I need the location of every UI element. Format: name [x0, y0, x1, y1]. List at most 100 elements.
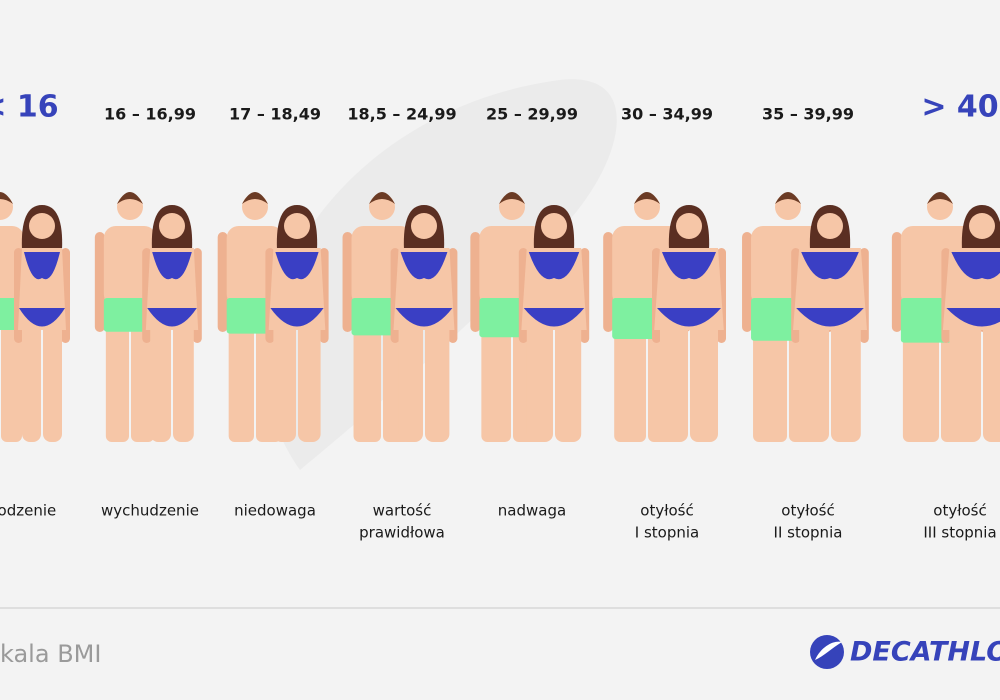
bmi-range: < 16: [0, 90, 59, 125]
bikini-top: [951, 252, 1000, 280]
bmi-column: 25 – 29,99 nadwaga: [470, 105, 590, 520]
bmi-column: 30 – 34,99 otyłość I stopnia: [603, 105, 726, 542]
head: [284, 213, 310, 239]
bikini-bottom: [147, 308, 197, 327]
bikini-bottom: [796, 308, 864, 327]
leg: [799, 320, 829, 442]
brand-icon-swoosh: [815, 641, 842, 660]
bmi-column: 17 – 18,49 niedowaga: [217, 105, 329, 520]
leg: [614, 320, 646, 442]
head: [242, 194, 268, 220]
bmi-category: otyłość: [781, 502, 834, 520]
bikini-top: [662, 252, 716, 280]
bikini-bottom: [395, 308, 453, 327]
bmi-category: prawidłowa: [359, 524, 445, 542]
bmi-category: III stopnia: [923, 524, 996, 542]
brand-logo: DECATHLO: [810, 635, 1000, 669]
leg: [105, 320, 129, 442]
bmi-range: 16 – 16,99: [104, 105, 196, 124]
bmi-category: I stopnia: [635, 524, 699, 542]
head: [927, 194, 953, 220]
bmi-category: głodzenie: [0, 502, 56, 520]
leg: [949, 320, 981, 442]
bmi-range: 30 – 34,99: [621, 105, 713, 124]
head: [817, 213, 843, 239]
leg: [526, 320, 553, 442]
leg: [22, 320, 41, 442]
bmi-category: nadwaga: [498, 502, 566, 520]
arm: [342, 232, 353, 332]
leg: [228, 320, 254, 442]
leg: [690, 320, 718, 442]
bmi-column: < 16 głodzenie: [0, 90, 70, 520]
bikini-top: [801, 252, 859, 280]
leg: [902, 320, 939, 442]
bmi-category: wychudzenie: [101, 502, 199, 520]
bmi-column: 18,5 – 24,99 wartość prawidłowa: [342, 105, 458, 542]
head: [676, 213, 702, 239]
leg: [353, 320, 381, 442]
leg: [173, 320, 194, 442]
leg: [425, 320, 450, 442]
leg: [753, 320, 787, 442]
bikini-bottom: [657, 308, 721, 327]
bmi-category: II stopnia: [774, 524, 843, 542]
arm: [603, 232, 614, 332]
leg: [660, 320, 688, 442]
bmi-category: otyłość: [640, 502, 693, 520]
bikini-top: [528, 252, 580, 280]
bmi-category: wartość: [373, 502, 432, 520]
bmi-column: > 40 otyłość III stopnia: [891, 90, 1000, 542]
bikini-bottom: [946, 308, 1000, 327]
hair: [0, 192, 13, 204]
bmi-column: 16 – 16,99 wychudzenie: [94, 105, 202, 520]
head: [117, 194, 143, 220]
arm: [470, 232, 481, 332]
hair: [927, 192, 953, 204]
hair: [775, 192, 801, 204]
hair: [634, 192, 660, 204]
bmi-category: niedowaga: [234, 502, 316, 520]
head: [369, 194, 395, 220]
brand-name: DECATHLO: [850, 637, 1000, 668]
hair: [117, 192, 143, 204]
hair: [242, 192, 268, 204]
head: [775, 194, 801, 220]
hair: [499, 192, 525, 204]
leg: [43, 320, 62, 442]
head: [634, 194, 660, 220]
bmi-category: otyłość: [933, 502, 986, 520]
arm: [742, 232, 753, 332]
leg: [983, 320, 1000, 442]
head: [411, 213, 437, 239]
head: [159, 213, 185, 239]
leg: [831, 320, 861, 442]
bmi-range: 18,5 – 24,99: [347, 105, 456, 124]
leg: [555, 320, 582, 442]
leg: [1, 320, 22, 442]
footer-title: kala BMI: [0, 640, 101, 668]
bikini-bottom: [523, 308, 585, 327]
bmi-column: 35 – 39,99 otyłość II stopnia: [742, 105, 869, 542]
leg: [298, 320, 321, 442]
arm: [217, 232, 228, 332]
bikini-top: [275, 252, 319, 280]
head: [541, 213, 567, 239]
bmi-range: 35 – 39,99: [762, 105, 854, 124]
bikini-top: [152, 252, 192, 280]
arm: [94, 232, 105, 332]
leg: [273, 320, 296, 442]
head: [29, 213, 55, 239]
bikini-bottom: [270, 308, 324, 327]
bikini-top: [24, 252, 60, 280]
leg: [398, 320, 423, 442]
head: [499, 194, 525, 220]
bmi-range: 17 – 18,49: [229, 105, 321, 124]
bikini-top: [400, 252, 448, 280]
hair: [369, 192, 395, 204]
bmi-range: > 40: [921, 90, 998, 125]
leg: [131, 320, 155, 442]
leg: [481, 320, 511, 442]
